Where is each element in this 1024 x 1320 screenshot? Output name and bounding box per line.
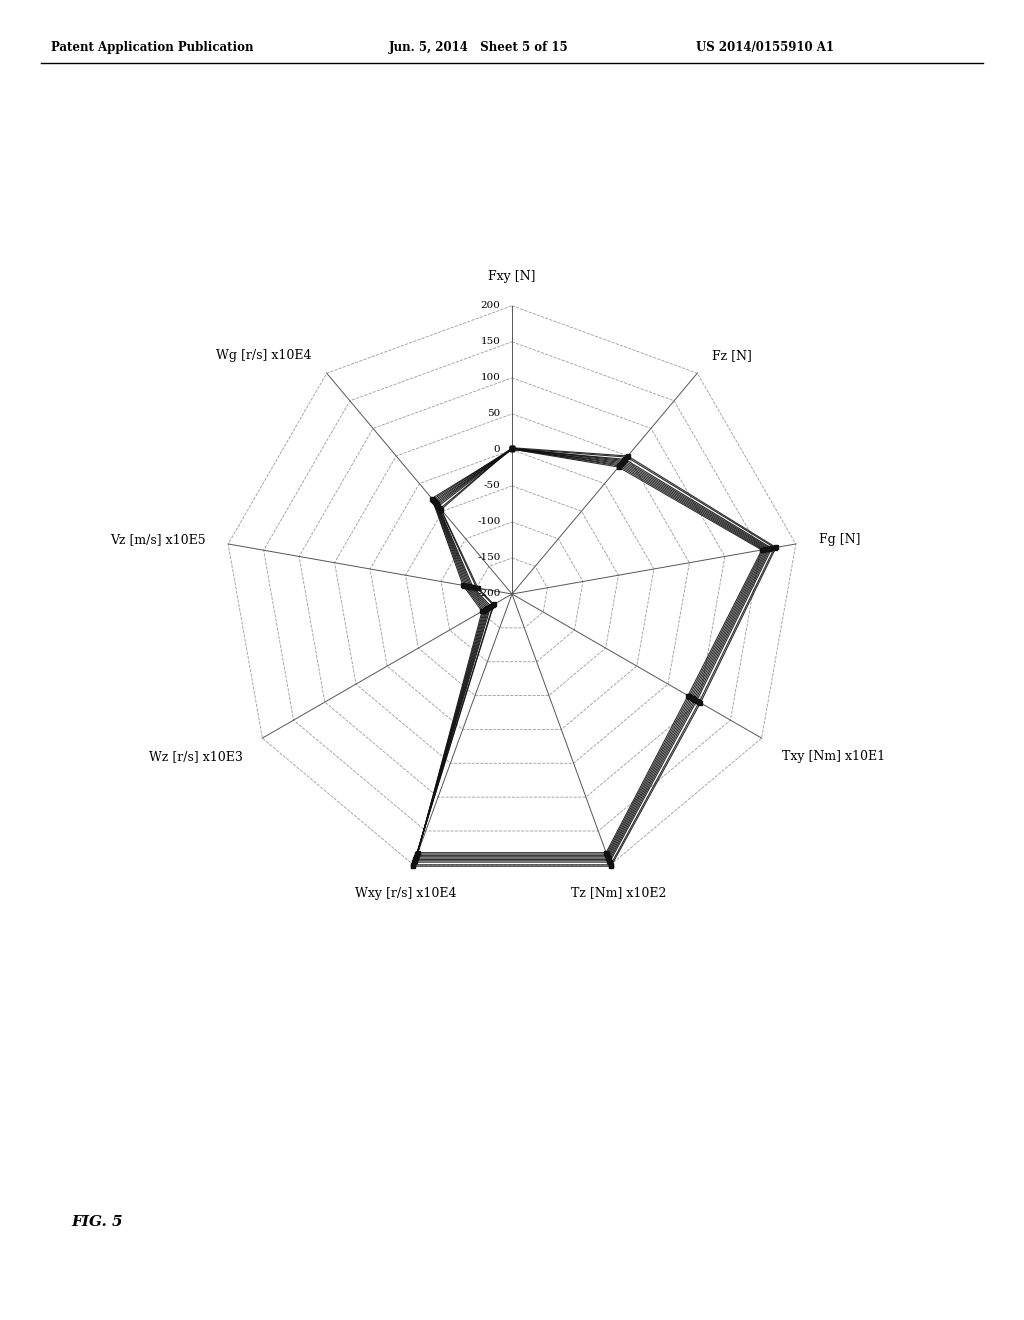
Text: 200: 200 bbox=[480, 301, 501, 310]
Text: Wz [r/s] x10E3: Wz [r/s] x10E3 bbox=[148, 750, 243, 763]
Text: Vz [m/s] x10E5: Vz [m/s] x10E5 bbox=[110, 533, 206, 546]
Text: 100: 100 bbox=[480, 374, 501, 383]
Text: Wg [r/s] x10E4: Wg [r/s] x10E4 bbox=[216, 348, 312, 362]
Text: US 2014/0155910 A1: US 2014/0155910 A1 bbox=[696, 41, 835, 54]
Text: 0: 0 bbox=[494, 445, 501, 454]
Text: -100: -100 bbox=[477, 517, 501, 527]
Text: Fxy [N]: Fxy [N] bbox=[488, 269, 536, 282]
Text: 150: 150 bbox=[480, 338, 501, 346]
Text: -150: -150 bbox=[477, 553, 501, 562]
Text: Txy [Nm] x10E1: Txy [Nm] x10E1 bbox=[781, 750, 885, 763]
Text: -200: -200 bbox=[477, 590, 501, 598]
Text: Fz [N]: Fz [N] bbox=[712, 348, 752, 362]
Text: Tz [Nm] x10E2: Tz [Nm] x10E2 bbox=[570, 887, 667, 899]
Text: Jun. 5, 2014   Sheet 5 of 15: Jun. 5, 2014 Sheet 5 of 15 bbox=[389, 41, 568, 54]
Text: Wxy [r/s] x10E4: Wxy [r/s] x10E4 bbox=[354, 887, 457, 899]
Text: Fg [N]: Fg [N] bbox=[818, 533, 860, 546]
Text: 50: 50 bbox=[487, 409, 501, 418]
Text: Patent Application Publication: Patent Application Publication bbox=[51, 41, 254, 54]
Text: -50: -50 bbox=[483, 482, 501, 491]
Text: FIG. 5: FIG. 5 bbox=[72, 1216, 123, 1229]
